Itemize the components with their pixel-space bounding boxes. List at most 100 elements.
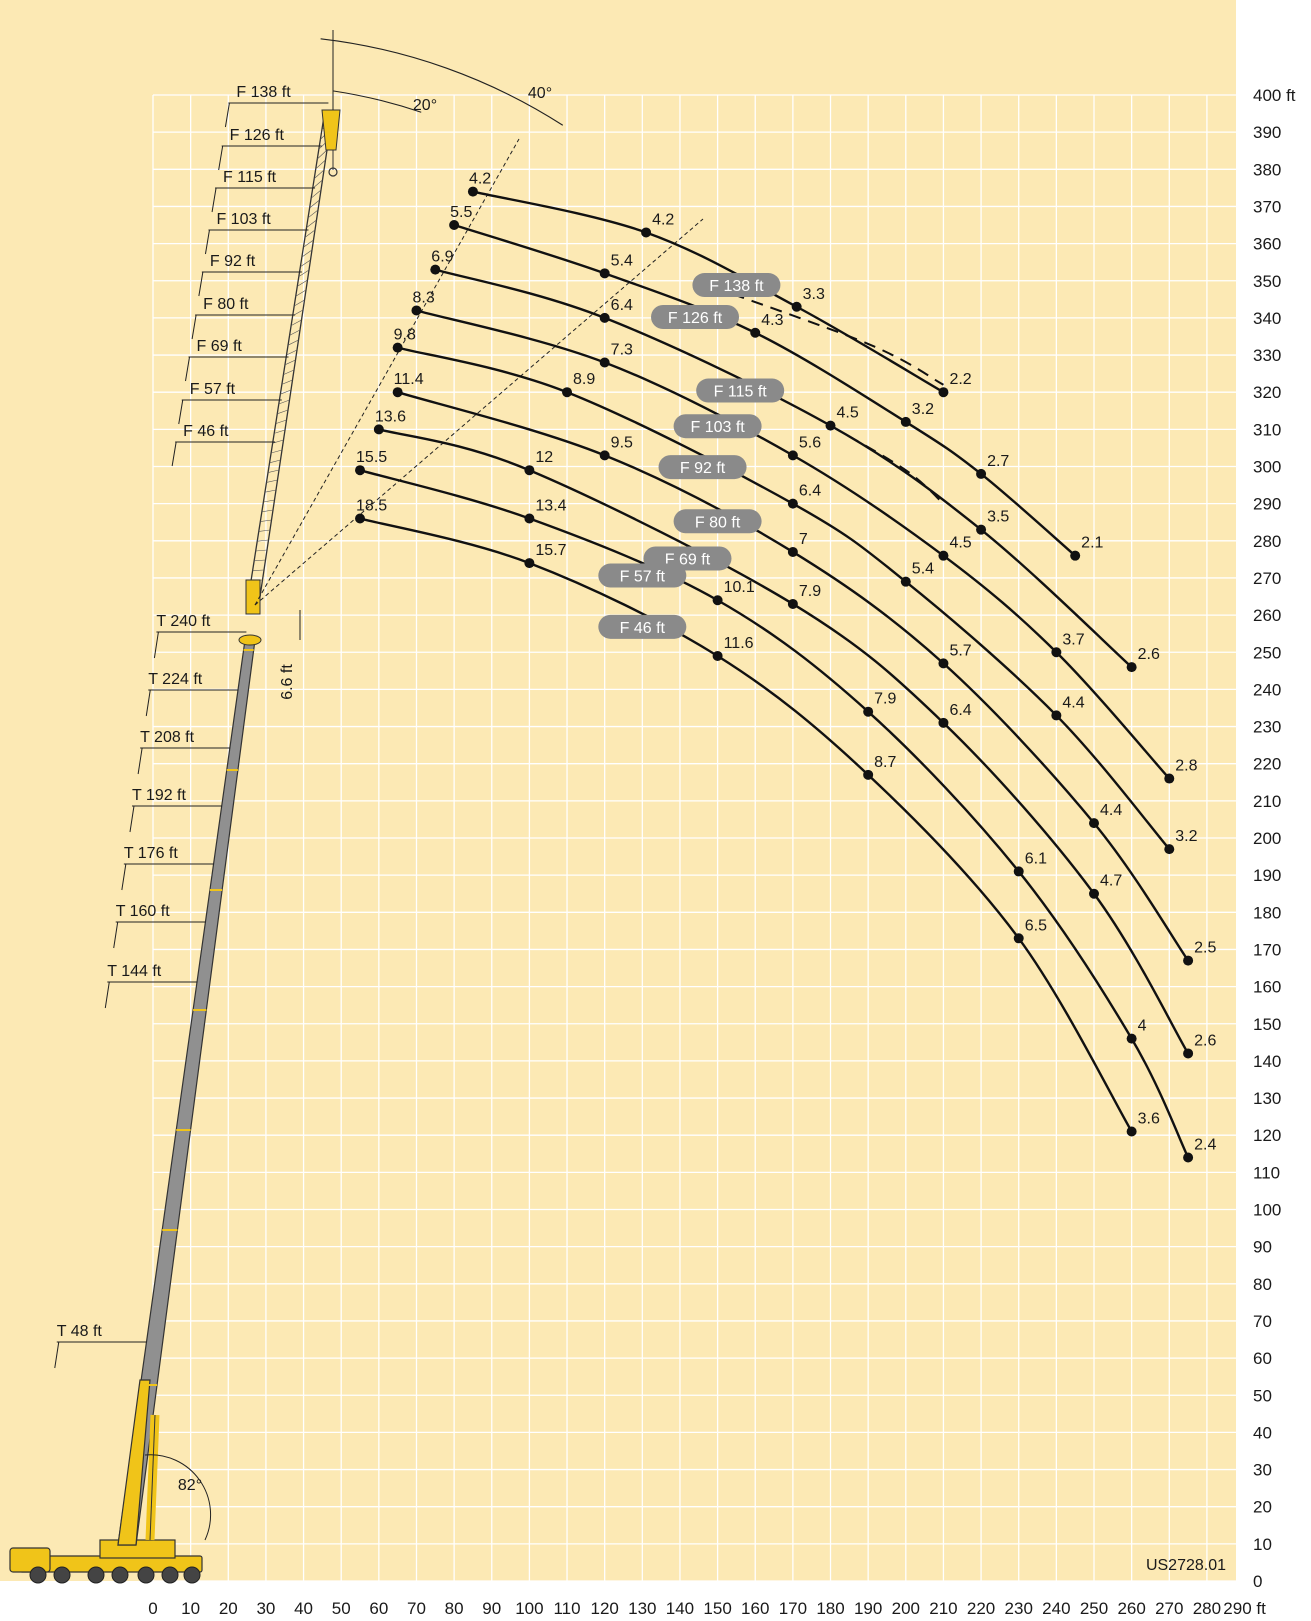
x-tick-label: 20 xyxy=(219,1599,238,1618)
y-tick-label: 190 xyxy=(1253,866,1281,885)
data-point xyxy=(787,498,798,509)
data-point-label: 6.5 xyxy=(1025,917,1047,934)
data-point-label: 12 xyxy=(535,449,553,466)
fly-jib-arrow xyxy=(224,102,230,128)
telescope-length-label: T 192 ft xyxy=(132,787,187,804)
data-point xyxy=(355,465,366,476)
chart-code: US2728.01 xyxy=(1146,1557,1226,1574)
telescope-length-label: T 160 ft xyxy=(116,903,171,920)
hook xyxy=(328,167,338,177)
data-point xyxy=(449,220,460,231)
data-point-label: 7.3 xyxy=(611,341,633,358)
data-point-label: 5.4 xyxy=(912,561,934,578)
telescope-arrow xyxy=(129,805,135,833)
series-curve xyxy=(359,517,1133,1133)
x-tick-label: 200 xyxy=(892,1599,920,1618)
telescope-length-label: T 208 ft xyxy=(140,729,195,746)
carrier-wheel xyxy=(161,1566,179,1584)
data-point xyxy=(787,546,798,557)
data-point-label: 10.1 xyxy=(724,579,755,596)
data-point-label: 7.9 xyxy=(799,583,821,600)
data-point-label: 4.2 xyxy=(652,211,674,228)
fly-jib-arrow xyxy=(178,399,184,425)
fly-jib-length-label: F 92 ft xyxy=(210,253,256,270)
x-tick-label: 260 xyxy=(1117,1599,1145,1618)
data-point xyxy=(599,357,610,368)
x-tick-label: 60 xyxy=(369,1599,388,1618)
data-point xyxy=(938,387,949,398)
data-point-label: 15.7 xyxy=(535,542,566,559)
data-point-label: 4.5 xyxy=(837,405,859,422)
telescope-length-label: T 240 ft xyxy=(156,613,211,630)
y-tick-label: 320 xyxy=(1253,383,1281,402)
data-point xyxy=(712,650,723,661)
data-point xyxy=(524,513,535,524)
y-tick-label: 250 xyxy=(1253,643,1281,662)
x-tick-label: 0 xyxy=(148,1599,157,1618)
y-tick-label: 0 xyxy=(1253,1572,1262,1591)
data-point xyxy=(373,424,384,435)
series-pill xyxy=(658,455,747,480)
x-tick-label: 40 xyxy=(294,1599,313,1618)
y-tick-label: 180 xyxy=(1253,903,1281,922)
annotations: 20° 40° 82° 6.6 ft T 48 ft T 144 ft T 160 ft T … xyxy=(54,30,704,1541)
data-point-label: 8.7 xyxy=(874,754,896,771)
carrier-wheel xyxy=(183,1566,201,1584)
angle-arc-20 xyxy=(332,90,422,113)
y-tick-label: 330 xyxy=(1253,346,1281,365)
series-pill-label: F 126 ft xyxy=(668,310,723,327)
boom-head xyxy=(238,634,262,646)
x-tick-label: 110 xyxy=(553,1599,580,1618)
x-tick-label: 30 xyxy=(256,1599,275,1618)
data-point-label: 3.7 xyxy=(1062,631,1084,648)
grid xyxy=(152,94,1236,1582)
y-tick-label: 300 xyxy=(1253,458,1281,477)
data-point xyxy=(1089,818,1099,829)
telescope-length-label: T 48 ft xyxy=(57,1323,103,1340)
data-point-label: 4.7 xyxy=(1100,873,1122,890)
data-point xyxy=(1126,1033,1137,1044)
fly-jib-arrow xyxy=(211,187,217,213)
x-tick-label: 130 xyxy=(628,1599,656,1618)
data-point-label: 9.8 xyxy=(394,327,416,344)
data-point xyxy=(599,268,610,279)
y-tick-label: 370 xyxy=(1253,197,1281,216)
data-point-label: 2.7 xyxy=(987,453,1009,470)
fly-jib-length-label: F 103 ft xyxy=(216,211,271,228)
y-tick-label: 400 ft xyxy=(1253,86,1296,105)
y-tick-label: 50 xyxy=(1253,1386,1272,1405)
y-tick-label: 230 xyxy=(1253,718,1281,737)
y-tick-label: 40 xyxy=(1253,1423,1272,1442)
x-tick-label: 220 xyxy=(967,1599,995,1618)
data-point xyxy=(524,558,535,569)
data-point-label: 13.4 xyxy=(535,498,566,515)
data-point-label: 2.4 xyxy=(1194,1136,1216,1153)
series-curve xyxy=(453,223,1076,557)
y-tick-label: 10 xyxy=(1253,1535,1272,1554)
data-point xyxy=(787,450,798,461)
data-point xyxy=(430,264,441,275)
y-tick-label: 220 xyxy=(1253,755,1281,774)
y-tick-label: 160 xyxy=(1253,978,1281,997)
data-point xyxy=(1070,550,1081,561)
data-point xyxy=(411,305,422,316)
data-point xyxy=(467,186,478,197)
x-tick-label: 180 xyxy=(816,1599,844,1618)
series-pill xyxy=(673,509,762,534)
series-curve xyxy=(397,346,1171,850)
data-point-label: 2.5 xyxy=(1194,940,1216,957)
x-tick-label: 140 xyxy=(666,1599,694,1618)
y-tick-label: 30 xyxy=(1253,1461,1272,1480)
fly-jib-arrow xyxy=(171,441,177,467)
data-point-label: 3.5 xyxy=(987,509,1009,526)
data-point-label: 6.9 xyxy=(431,249,453,266)
data-point-label: 3.2 xyxy=(912,401,934,418)
data-point-label: 18.5 xyxy=(356,498,387,515)
data-point-label: 6.4 xyxy=(611,297,633,314)
fly-jib-length-label: F 80 ft xyxy=(203,296,249,313)
fly-jib-arrow xyxy=(198,271,204,297)
curves: 4.2 4.2 3.3 2.2 5.5 5.4 4.3 3.2 2.7 2.1 6.9 6.4 4.5 3… xyxy=(355,171,1216,1163)
data-point xyxy=(1051,647,1062,658)
data-point-label: 7 xyxy=(799,531,808,548)
series-labels: F 138 ft F 126 ft F 115 ft F 103 ft F 92 ft F… xyxy=(598,273,785,639)
